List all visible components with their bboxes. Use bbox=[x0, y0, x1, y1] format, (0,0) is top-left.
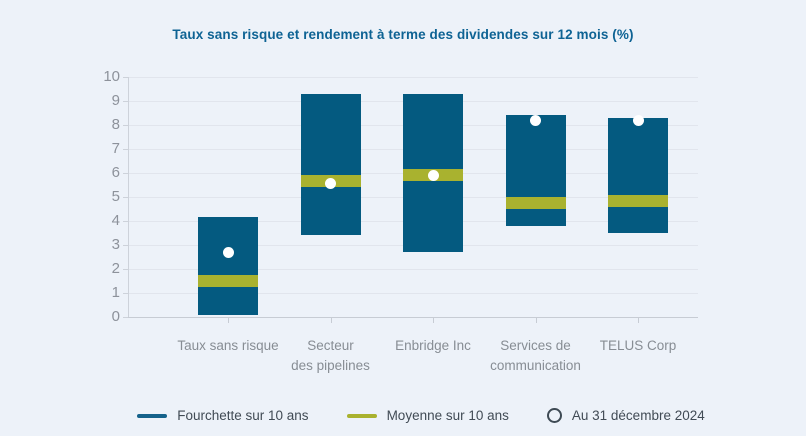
category-label: Services de communication bbox=[490, 338, 581, 373]
y-axis-tick bbox=[123, 101, 128, 102]
gridline bbox=[128, 269, 698, 270]
plot-area bbox=[123, 77, 698, 323]
legend-range-label: Fourchette sur 10 ans bbox=[177, 408, 309, 423]
range-bar bbox=[608, 117, 668, 233]
legend-item-range: Fourchette sur 10 ans bbox=[137, 408, 309, 423]
x-axis-tick bbox=[433, 318, 434, 323]
legend-item-current: Au 31 décembre 2024 bbox=[546, 408, 705, 423]
gridline bbox=[128, 293, 698, 294]
y-axis-tick bbox=[123, 149, 128, 150]
y-axis-label: 5 bbox=[111, 188, 120, 205]
y-axis-tick bbox=[123, 77, 128, 78]
x-axis-tick bbox=[535, 318, 537, 323]
chart-title: Taux sans risque et rendement à terme de… bbox=[172, 27, 634, 42]
mean-line-swatch-icon bbox=[346, 413, 377, 418]
y-axis-label: 9 bbox=[111, 92, 120, 109]
legend-item-mean: Moyenne sur 10 ans bbox=[346, 408, 509, 423]
legend-mean-label: Moyenne sur 10 ans bbox=[386, 408, 509, 423]
y-axis-label: 0 bbox=[111, 308, 120, 325]
current-value-dot bbox=[530, 114, 541, 126]
mean-band bbox=[198, 275, 258, 287]
y-axis-label: 8 bbox=[111, 116, 120, 133]
y-axis-label: 2 bbox=[111, 260, 120, 277]
chart-legend: Fourchette sur 10 ans Moyenne sur 10 ans… bbox=[18, 408, 806, 423]
category-label: TELUS Corp bbox=[599, 338, 677, 353]
current-value-dot bbox=[427, 169, 439, 181]
legend-current-label: Au 31 décembre 2024 bbox=[571, 408, 705, 423]
current-value-dot bbox=[325, 178, 336, 190]
x-axis-tick bbox=[330, 318, 332, 323]
range-bar bbox=[505, 115, 566, 226]
y-axis-tick bbox=[123, 245, 128, 246]
y-axis-line bbox=[128, 77, 129, 317]
y-axis-tick bbox=[123, 269, 128, 270]
category-label: Secteur des pipelines bbox=[291, 338, 370, 373]
gridline bbox=[128, 77, 698, 78]
current-value-dot bbox=[222, 246, 234, 258]
range-line-swatch-icon bbox=[137, 413, 168, 418]
circle-marker-icon bbox=[546, 408, 562, 423]
y-axis-label: 10 bbox=[103, 68, 120, 85]
x-axis-line bbox=[128, 317, 698, 318]
mean-band bbox=[505, 197, 566, 209]
y-axis-tick bbox=[123, 293, 128, 294]
current-value-dot bbox=[632, 114, 644, 126]
y-axis-label: 6 bbox=[111, 164, 120, 181]
y-axis-tick bbox=[123, 197, 128, 198]
x-axis-tick bbox=[228, 318, 229, 323]
y-axis-label: 1 bbox=[111, 284, 120, 301]
range-bar bbox=[300, 93, 361, 236]
y-axis-label: 7 bbox=[111, 140, 120, 157]
range-bar bbox=[198, 217, 258, 315]
mean-band bbox=[608, 194, 668, 207]
y-axis-tick bbox=[123, 221, 128, 222]
category-label: Taux sans risque bbox=[177, 338, 279, 353]
x-axis-tick bbox=[638, 318, 639, 323]
category-label: Enbridge Inc bbox=[395, 338, 471, 353]
y-axis-label: 3 bbox=[111, 236, 120, 253]
y-axis-tick bbox=[123, 317, 128, 318]
y-axis-label: 4 bbox=[111, 212, 120, 229]
y-axis-tick bbox=[123, 173, 128, 174]
y-axis-tick bbox=[123, 125, 128, 126]
bottom-divider bbox=[0, 436, 806, 440]
